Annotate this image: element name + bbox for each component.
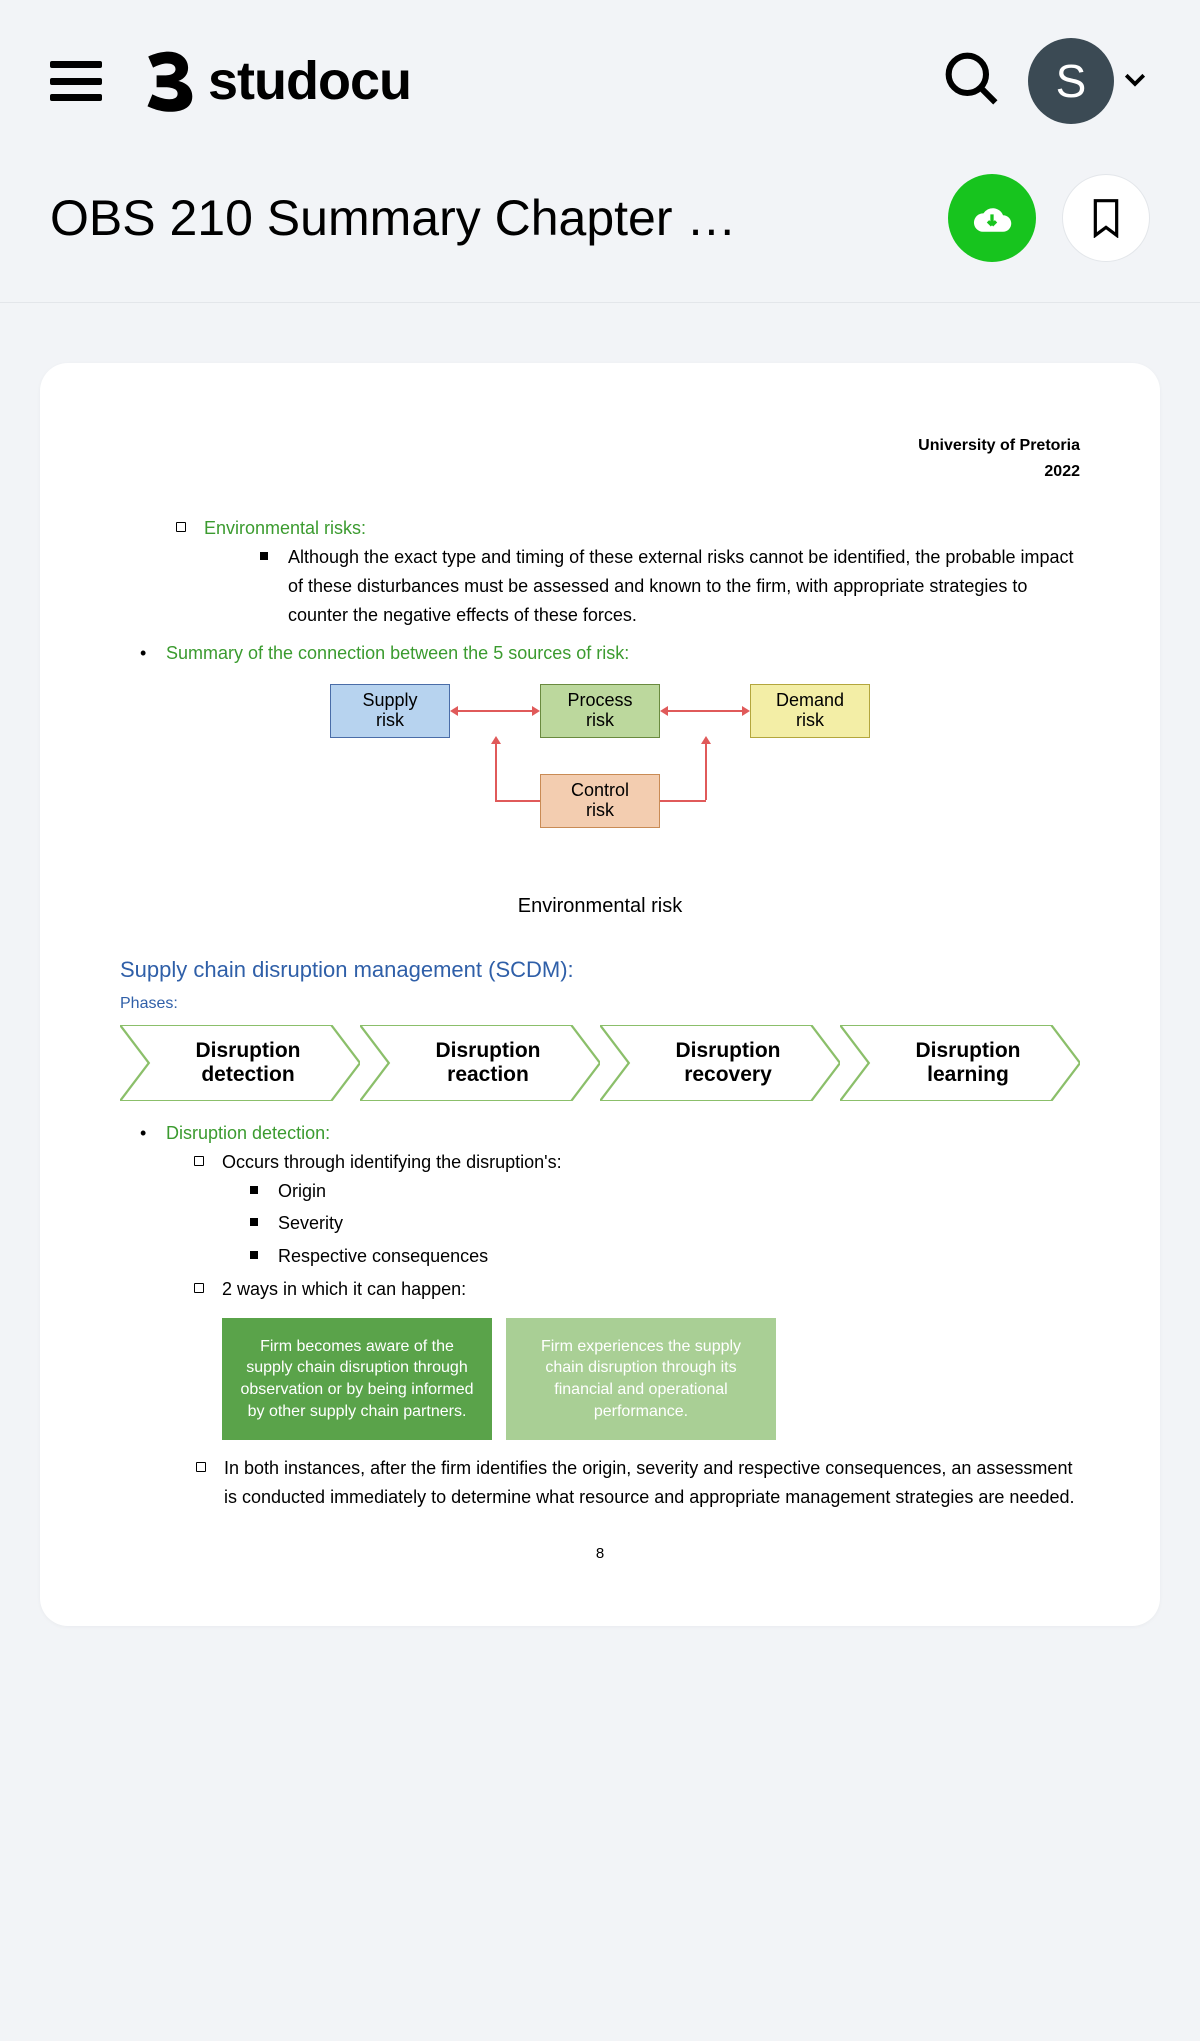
page-year: 2022: [120, 459, 1080, 485]
bookmark-icon: [1089, 198, 1123, 238]
scdm-heading: Supply chain disruption management (SCDM…: [120, 952, 1080, 987]
search-icon: [944, 51, 1000, 107]
bookmark-button[interactable]: [1062, 174, 1150, 262]
search-button[interactable]: [944, 51, 1000, 112]
arrow-control-left: [495, 744, 497, 800]
risk-box-supply: Supplyrisk: [330, 684, 450, 738]
cloud-download-icon: [970, 196, 1014, 240]
arrow-control-right: [705, 744, 707, 800]
risk-box-process: Processrisk: [540, 684, 660, 738]
menu-button[interactable]: [50, 61, 102, 101]
risk-diagram-caption: Environmental risk: [120, 890, 1080, 922]
top-bar: studocu S: [0, 0, 1200, 144]
callout-box: Firm experiences the supply chain disrup…: [506, 1318, 776, 1440]
arrow-process-demand: [668, 710, 742, 712]
risk-box-control: Controlrisk: [540, 774, 660, 828]
two-ways-label: 2 ways in which it can happen:: [194, 1275, 1080, 1304]
callout-row: Firm becomes aware of the supply chain d…: [222, 1318, 1080, 1440]
detection-intro: Occurs through identifying the disruptio…: [222, 1152, 562, 1172]
avatar: S: [1028, 38, 1114, 124]
phase-chevron: Disruptionlearning: [840, 1025, 1080, 1101]
connector-control-right: [660, 800, 706, 802]
callout-box: Firm becomes aware of the supply chain d…: [222, 1318, 492, 1440]
brand-logo[interactable]: studocu: [130, 46, 411, 116]
connector-control-left: [495, 800, 540, 802]
avatar-initial: S: [1056, 54, 1087, 108]
detection-heading: Disruption detection:: [166, 1123, 330, 1143]
phases-label: Phases:: [120, 991, 1080, 1017]
title-bar: OBS 210 Summary Chapter …: [0, 144, 1200, 303]
arrow-supply-process: [458, 710, 532, 712]
risk-box-demand: Demandrisk: [750, 684, 870, 738]
phase-chevron: Disruptiondetection: [120, 1025, 360, 1101]
download-button[interactable]: [948, 174, 1036, 262]
phase-chevron: Disruptionreaction: [360, 1025, 600, 1101]
env-risks-text: Although the exact type and timing of th…: [260, 543, 1080, 629]
page-header: University of Pretoria 2022: [120, 433, 1080, 484]
both-instances-text: In both instances, after the firm identi…: [196, 1454, 1080, 1512]
detection-point: Origin: [250, 1177, 1080, 1206]
brand-mark-icon: [130, 46, 200, 116]
page-viewport: University of Pretoria 2022 Environmenta…: [0, 303, 1200, 1686]
summary-heading: Summary of the connection between the 5 …: [166, 643, 629, 663]
document-page: University of Pretoria 2022 Environmenta…: [40, 363, 1160, 1626]
phase-chevron: Disruptionrecovery: [600, 1025, 840, 1101]
detection-point: Severity: [250, 1209, 1080, 1238]
page-number: 8: [120, 1542, 1080, 1566]
account-menu[interactable]: S: [1028, 38, 1150, 124]
institution-name: University of Pretoria: [120, 433, 1080, 459]
env-risks-heading: Environmental risks:: [204, 518, 366, 538]
phase-row: DisruptiondetectionDisruptionreactionDis…: [120, 1025, 1080, 1101]
risk-diagram: Supplyrisk Processrisk Demandrisk Contro…: [320, 684, 880, 884]
detection-point: Respective consequences: [250, 1242, 1080, 1271]
brand-name: studocu: [208, 50, 411, 112]
chevron-down-icon: [1120, 64, 1150, 99]
document-title: OBS 210 Summary Chapter …: [50, 189, 922, 247]
